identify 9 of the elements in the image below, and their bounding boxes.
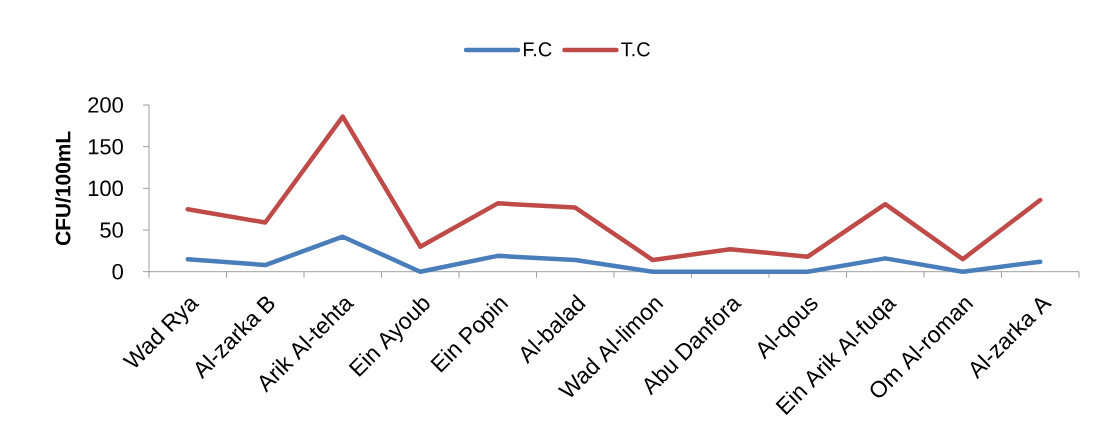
y-tick-label: 50 — [100, 222, 123, 238]
line-series — [185, 114, 1043, 263]
legend-label: F.C — [523, 42, 552, 57]
y-tick-label: 200 — [88, 97, 123, 113]
legend-label: T.C — [621, 42, 650, 57]
y-tick-label: 0 — [112, 263, 123, 280]
y-tick-label: 100 — [88, 180, 123, 197]
y-tick-label: 150 — [88, 138, 123, 155]
y-axis-title: CFU/100mL — [55, 131, 71, 246]
